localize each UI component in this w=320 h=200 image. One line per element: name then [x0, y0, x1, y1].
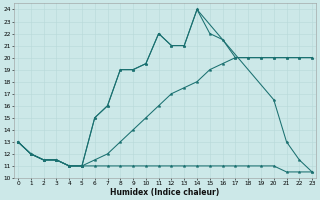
X-axis label: Humidex (Indice chaleur): Humidex (Indice chaleur) [110, 188, 220, 197]
